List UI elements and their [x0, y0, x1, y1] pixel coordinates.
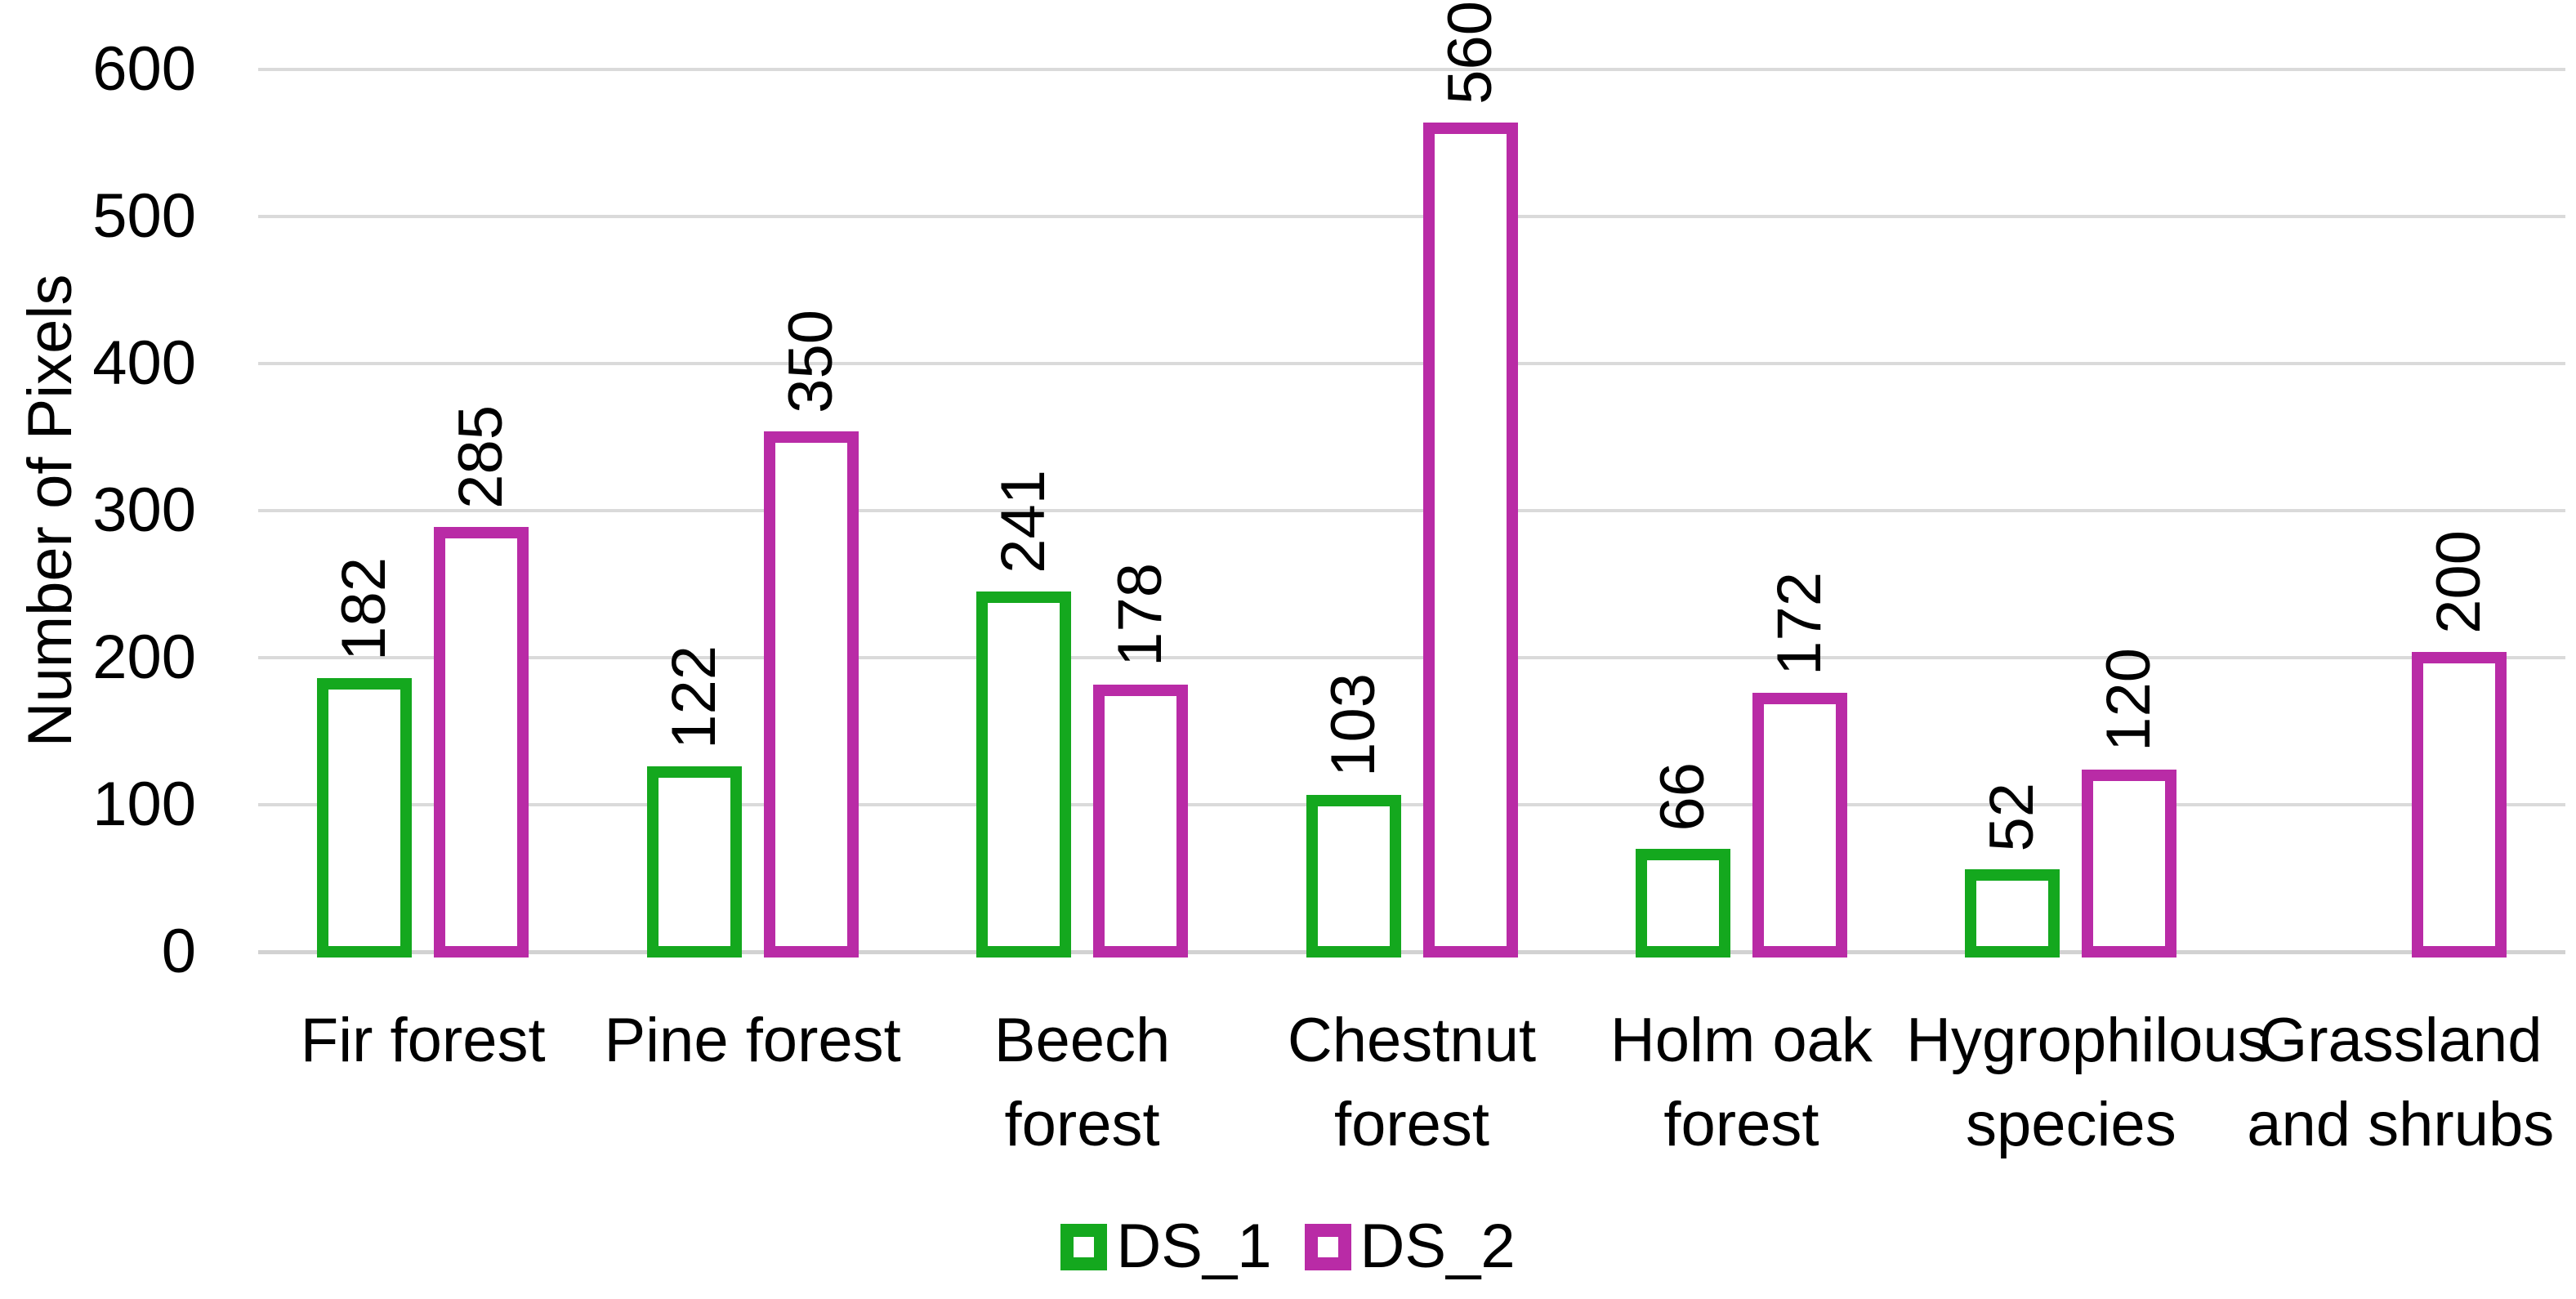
ds1-legend-swatch-icon — [1060, 1223, 1108, 1270]
legend-item-ds2: DS_2 — [1304, 1212, 1516, 1281]
y-tick-100: 100 — [92, 770, 196, 839]
y-tick-600: 600 — [92, 34, 196, 104]
gridline-300 — [258, 509, 2565, 512]
gridline-400 — [258, 362, 2565, 365]
bar-value-label-ds_1-5: 52 — [1977, 782, 2047, 852]
bar-value-label-ds_2-6: 200 — [2423, 530, 2493, 634]
bar-value-label-ds_1-1: 122 — [659, 645, 729, 749]
bar-ds_1-1 — [646, 766, 742, 958]
gridline-200 — [258, 656, 2565, 659]
bar-ds_2-4 — [1752, 693, 1847, 958]
x-category-label-3: Chestnut forest — [1287, 1006, 1537, 1160]
x-category-label-6: Grassland and shrubs — [2247, 1006, 2555, 1160]
x-category-label-5: Hygrophilous species — [1906, 1006, 2269, 1160]
bar-ds_1-3 — [1306, 794, 1401, 958]
bar-ds_2-6 — [2411, 652, 2507, 958]
bar-value-label-ds_2-4: 172 — [1764, 571, 1834, 676]
x-category-label-0: Fir forest — [300, 1006, 546, 1075]
bar-ds_1-4 — [1635, 849, 1730, 958]
bar-ds_2-1 — [763, 431, 859, 958]
bar-ds_1-2 — [976, 591, 1072, 958]
gridline-100 — [258, 803, 2565, 806]
bar-ds_2-3 — [1422, 123, 1518, 958]
bar-value-label-ds_1-3: 103 — [1318, 672, 1388, 777]
bar-value-label-ds_2-1: 350 — [775, 310, 846, 413]
y-tick-500: 500 — [92, 181, 196, 251]
bar-ds_1-0 — [317, 678, 413, 958]
gridline-500 — [258, 215, 2565, 218]
y-tick-300: 300 — [92, 475, 196, 545]
bar-value-label-ds_2-3: 560 — [1435, 1, 1505, 105]
legend: DS_1 DS_2 — [0, 1216, 2576, 1278]
bar-ds_1-5 — [1965, 869, 2060, 958]
bar-ds_2-0 — [434, 527, 529, 958]
bar-value-label-ds_2-0: 285 — [446, 405, 516, 509]
ds2-legend-swatch-icon — [1304, 1223, 1351, 1270]
bar-value-label-ds_2-2: 178 — [1105, 562, 1176, 667]
legend-label-ds1: DS_1 — [1116, 1212, 1272, 1281]
y-tick-0: 0 — [161, 917, 196, 986]
x-category-label-1: Pine forest — [604, 1006, 901, 1075]
legend-item-ds1: DS_1 — [1060, 1212, 1272, 1281]
legend-label-ds2: DS_2 — [1359, 1212, 1516, 1281]
gridline-600 — [258, 68, 2565, 71]
bar-value-label-ds_1-0: 182 — [329, 556, 400, 661]
bar-value-label-ds_1-4: 66 — [1647, 761, 1717, 832]
y-tick-200: 200 — [92, 623, 196, 692]
x-category-label-4: Holm oak forest — [1609, 1006, 1873, 1160]
y-tick-400: 400 — [92, 328, 196, 398]
bar-value-label-ds_2-5: 120 — [2094, 648, 2164, 752]
bar-ds_2-2 — [1093, 684, 1189, 958]
bar-value-label-ds_1-2: 241 — [989, 470, 1059, 574]
x-category-label-2: Beech forest — [993, 1006, 1171, 1160]
bar-ds_2-5 — [2082, 770, 2177, 958]
x-axis-line — [258, 950, 2565, 954]
